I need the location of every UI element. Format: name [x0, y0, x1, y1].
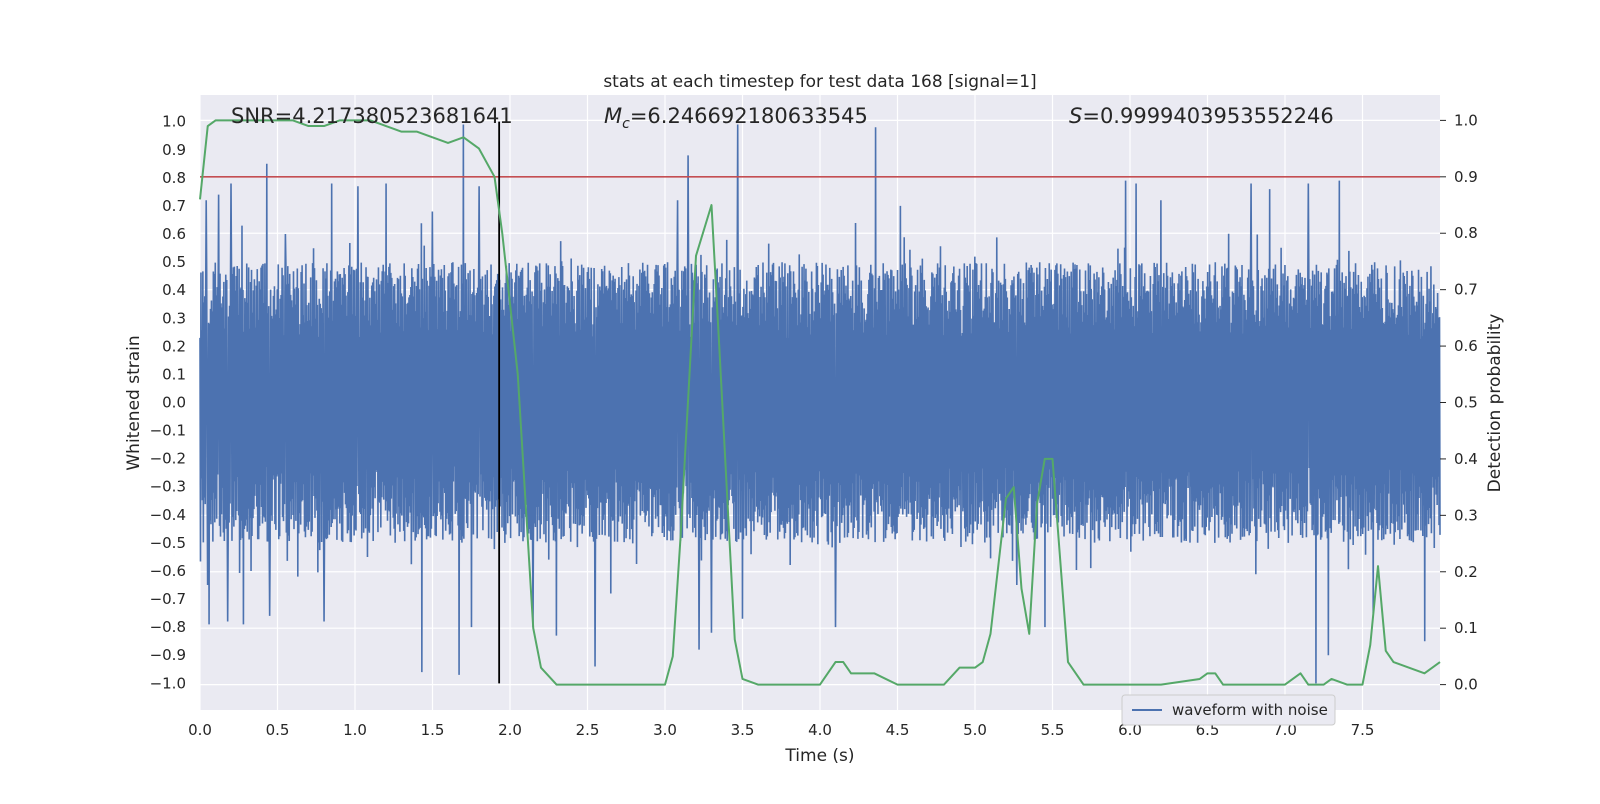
y-tick-label: 0.0: [162, 394, 186, 412]
x-tick-label: 4.5: [886, 721, 910, 739]
x-axis-label: Time (s): [784, 746, 854, 766]
legend-box: [1121, 694, 1336, 726]
y2-tick-label: 0.6: [1454, 337, 1478, 355]
y-tick-label: 1.0: [162, 113, 186, 131]
y2-tick-label: 0.5: [1454, 394, 1478, 412]
y-tick-label: 0.6: [162, 225, 186, 243]
y-tick-label: −0.4: [150, 506, 186, 524]
x-tick-label: 3.5: [731, 721, 755, 739]
chart-title: stats at each timestep for test data 168…: [603, 72, 1036, 92]
probability-series-line: [199, 119, 1441, 686]
y2-axis-label: Detection probability: [1485, 314, 1505, 493]
y-tick-label: 0.3: [162, 309, 186, 327]
mc-annotation: Mc=6.246692180633545: [604, 104, 868, 132]
legend-label: waveform with noise: [1172, 701, 1328, 719]
y-tick-label: 0.5: [162, 253, 186, 271]
mc-symbol: M: [604, 104, 622, 128]
y-tick-label: 0.8: [162, 169, 186, 187]
x-tick-label: 2.5: [576, 721, 600, 739]
x-tick-label: 0.5: [266, 721, 290, 739]
s-symbol: S: [1069, 104, 1082, 128]
y-axis-label: Whitened strain: [124, 335, 144, 470]
y-tick-label: −1.0: [150, 674, 186, 692]
y-tick-label: 0.1: [162, 365, 186, 383]
x-tick-label: 1.5: [421, 721, 445, 739]
waveform-layer: [199, 124, 1441, 684]
tick-layer: 0.0 0.5 1.0 1.5 2.0 2.5 3.0 3.5 4.0 4.5 5.0 5.5 6.0 6…: [150, 111, 1478, 739]
x-tick-label: 0.0: [188, 721, 212, 739]
y2-tick-label: 0.9: [1454, 168, 1478, 186]
mc-subscript: c: [622, 116, 630, 132]
y2-tick-label: 0.8: [1454, 224, 1478, 242]
s-value: =0.9999403953552246: [1082, 104, 1333, 128]
y-tick-label: −0.6: [150, 562, 186, 580]
y-tick-label: 0.2: [162, 337, 186, 355]
x-tick-label: 5.5: [1041, 721, 1065, 739]
y2-tick-label: 1.0: [1454, 111, 1478, 129]
y2-tick-label: 0.0: [1454, 676, 1478, 694]
x-tick-label: 4.0: [808, 721, 832, 739]
x-tick-label: 5.0: [963, 721, 987, 739]
legend: waveform with noise: [1121, 694, 1336, 726]
x-tick-label: 7.5: [1351, 721, 1375, 739]
y-tick-label: −0.1: [150, 422, 186, 440]
waveform-series-line: [199, 124, 1441, 684]
y-tick-label: −0.5: [150, 534, 186, 552]
x-tick-label: 1.0: [343, 721, 367, 739]
s-annotation: S=0.9999403953552246: [1069, 104, 1334, 128]
y-tick-label: −0.2: [150, 450, 186, 468]
probability-layer: [199, 119, 1441, 686]
y-tick-label: 0.4: [162, 281, 186, 299]
y2-tick-label: 0.2: [1454, 563, 1478, 581]
y2-tick-label: 0.4: [1454, 450, 1478, 468]
y-tick-label: 0.7: [162, 197, 186, 215]
snr-annotation: SNR=4.217380523681641: [231, 104, 513, 128]
mc-value: =6.246692180633545: [630, 104, 868, 128]
y-tick-label: −0.8: [150, 618, 186, 636]
x-tick-label: 2.0: [498, 721, 522, 739]
y-tick-label: −0.9: [150, 646, 186, 664]
y-tick-label: −0.7: [150, 590, 186, 608]
y-tick-label: −0.3: [150, 478, 186, 496]
y2-tick-label: 0.3: [1454, 506, 1478, 524]
y2-tick-label: 0.7: [1454, 281, 1478, 299]
y-tick-label: 0.9: [162, 141, 186, 159]
x-tick-label: 3.0: [653, 721, 677, 739]
y2-tick-label: 0.1: [1454, 619, 1478, 637]
